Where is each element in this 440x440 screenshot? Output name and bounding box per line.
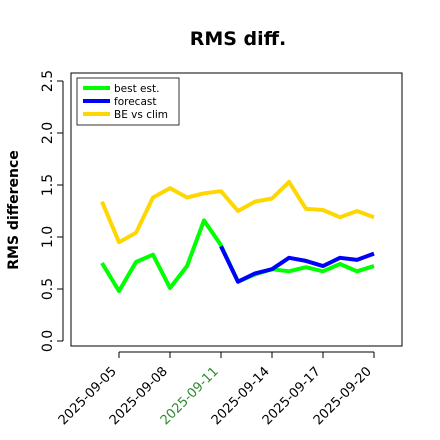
y-axis: 0.0 0.5 1.0 1.5 2.0 2.5 (40, 70, 64, 352)
x-axis: 2025-09-052025-09-082025-09-112025-09-14… (56, 351, 375, 428)
series-line-forecast (219, 245, 375, 284)
y-axis-label: RMS difference (6, 150, 22, 270)
legend-label-best-est: best est. (114, 83, 159, 95)
y-tick-label: 2.0 (40, 122, 56, 144)
legend-label-forecast: forecast (114, 96, 156, 108)
y-tick-label: 2.5 (40, 70, 56, 92)
series-line-be-vs-clim (100, 179, 375, 245)
legend-label-be-vs-clim: BE vs clim (114, 109, 168, 121)
chart-title: RMS diff. (190, 28, 287, 50)
y-tick-label: 1.5 (40, 174, 56, 196)
y-tick-label: 0.5 (40, 278, 56, 300)
legend: best est. forecast BE vs clim (76, 77, 180, 126)
y-tick-label: 0.0 (40, 330, 56, 352)
y-tick-label: 1.0 (40, 226, 56, 248)
plot-frame (70, 72, 403, 347)
series-layer (100, 179, 375, 294)
